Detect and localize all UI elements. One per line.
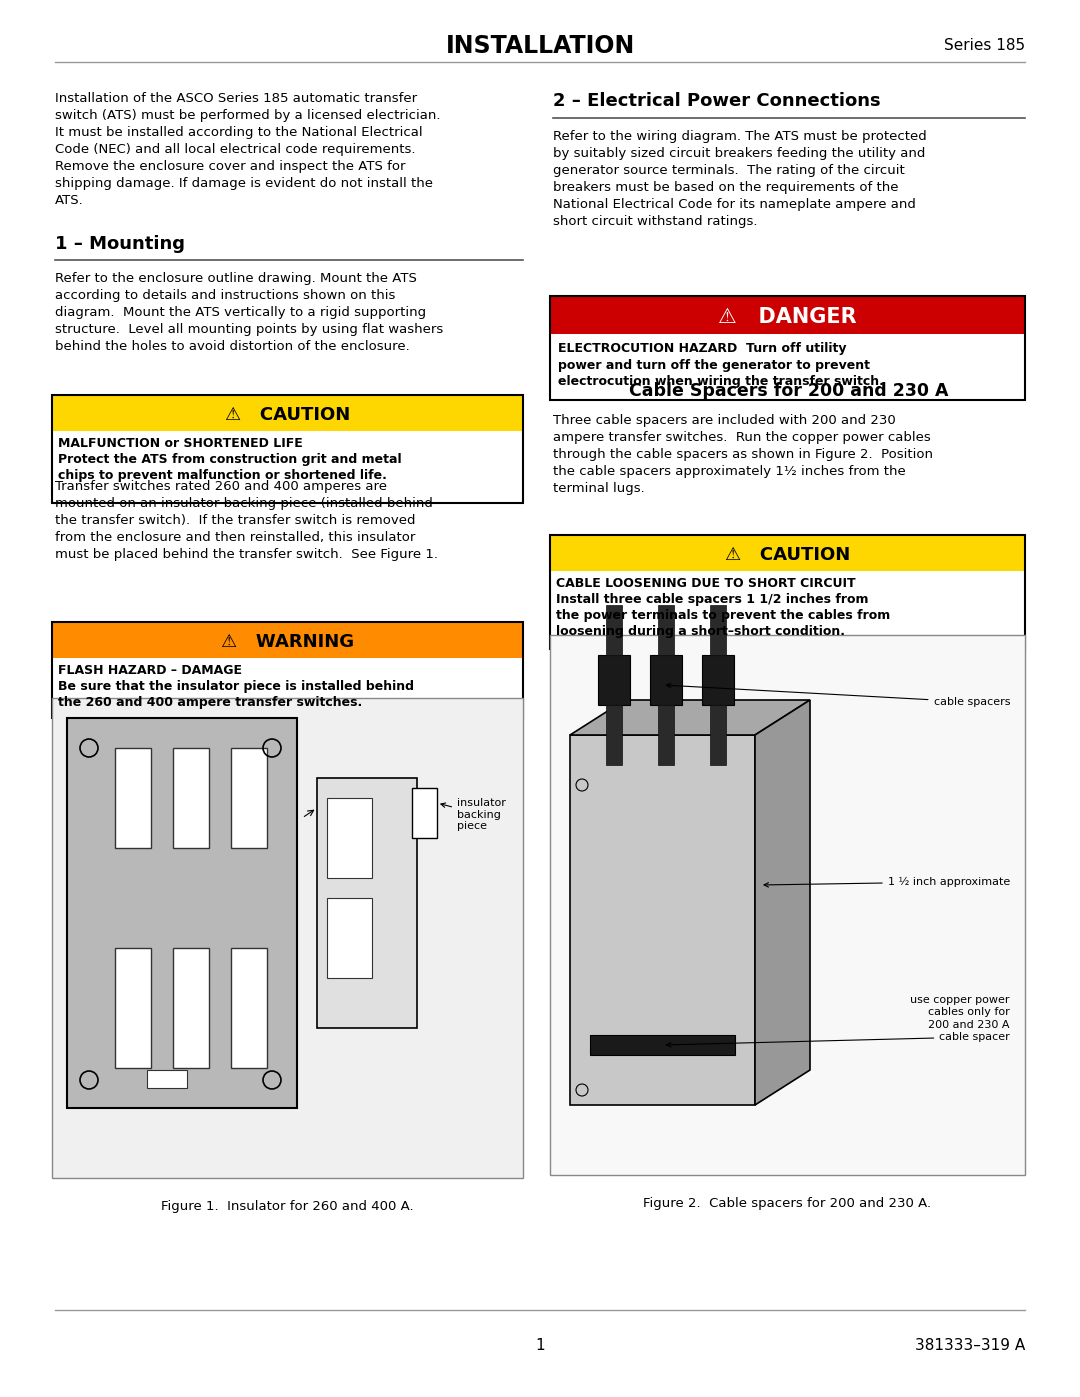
Text: Protect the ATS from construction grit and metal
chips to prevent malfunction or: Protect the ATS from construction grit a… [58,453,402,482]
Bar [327,798,372,877]
Text: 2 – Electrical Power Connections: 2 – Electrical Power Connections [553,92,880,110]
Text: Transfer switches rated 260 and 400 amperes are
mounted on an insulator backing : Transfer switches rated 260 and 400 ampe… [55,481,438,562]
Bar [52,698,523,1178]
Text: 1: 1 [536,1337,544,1352]
Text: insulator
backing
piece: insulator backing piece [441,798,505,831]
Text: ⚠   DANGER: ⚠ DANGER [718,307,856,327]
Text: Refer to the enclosure outline drawing. Mount the ATS
according to details and i: Refer to the enclosure outline drawing. … [55,272,443,353]
Text: Install three cable spacers 1 1/2 inches from
the power terminals to prevent the: Install three cable spacers 1 1/2 inches… [556,592,890,638]
Bar [550,296,1025,334]
Text: FLASH HAZARD – DAMAGE: FLASH HAZARD – DAMAGE [58,664,242,678]
Bar [67,718,297,1108]
Text: 381333–319 A: 381333–319 A [915,1337,1025,1352]
Text: use copper power
cables only for
200 and 230 A: use copper power cables only for 200 and… [910,995,1010,1030]
Bar [550,334,1025,400]
Polygon shape [755,700,810,1105]
Bar [173,949,210,1067]
Bar [114,949,151,1067]
Bar [570,735,755,1105]
Text: Series 185: Series 185 [944,39,1025,53]
Bar [52,658,523,718]
Text: ELECTROCUTION HAZARD  Turn off utility
power and turn off the generator to preve: ELECTROCUTION HAZARD Turn off utility po… [558,342,883,388]
Bar [550,535,1025,650]
Bar [147,1070,187,1088]
Text: Cable Spacers for 200 and 230 A: Cable Spacers for 200 and 230 A [630,381,948,400]
Polygon shape [570,700,810,735]
Text: cable spacer: cable spacer [666,1032,1010,1046]
Bar [702,655,734,705]
Text: ⚠   CAUTION: ⚠ CAUTION [725,546,850,564]
Text: INSTALLATION: INSTALLATION [445,34,635,59]
Text: cable spacers: cable spacers [666,683,1010,707]
Text: Be sure that the insulator piece is installed behind
the 260 and 400 ampere tran: Be sure that the insulator piece is inst… [58,680,414,710]
Bar [658,605,674,655]
Text: 1 ½ inch approximate: 1 ½ inch approximate [764,877,1010,887]
Bar [550,636,1025,1175]
Bar [590,1035,735,1055]
Bar [550,296,1025,400]
Bar [52,395,523,432]
Bar [231,747,267,848]
Bar [650,655,681,705]
Bar [52,395,523,503]
Text: Three cable spacers are included with 200 and 230
ampere transfer switches.  Run: Three cable spacers are included with 20… [553,414,933,495]
Bar [327,898,372,978]
Bar [550,571,1025,650]
Text: MALFUNCTION or SHORTENED LIFE: MALFUNCTION or SHORTENED LIFE [58,437,302,450]
Text: 1 – Mounting: 1 – Mounting [55,235,185,253]
Bar [318,778,417,1028]
Bar [710,605,726,655]
Text: Figure 2.  Cable spacers for 200 and 230 A.: Figure 2. Cable spacers for 200 and 230 … [644,1197,932,1210]
Text: Installation of the ASCO Series 185 automatic transfer
switch (ATS) must be perf: Installation of the ASCO Series 185 auto… [55,92,441,207]
Bar [550,535,1025,571]
Bar [658,705,674,766]
Text: Refer to the wiring diagram. The ATS must be protected
by suitably sized circuit: Refer to the wiring diagram. The ATS mus… [553,130,927,228]
Bar [411,788,437,838]
Bar [52,622,523,718]
Bar [710,705,726,766]
Bar [606,705,622,766]
Text: Figure 1.  Insulator for 260 and 400 A.: Figure 1. Insulator for 260 and 400 A. [161,1200,414,1213]
Text: ⚠   CAUTION: ⚠ CAUTION [225,407,350,425]
Bar [598,655,630,705]
Bar [173,747,210,848]
Text: ⚠   WARNING: ⚠ WARNING [221,633,354,651]
Bar [114,747,151,848]
Bar [606,605,622,655]
Text: CABLE LOOSENING DUE TO SHORT CIRCUIT: CABLE LOOSENING DUE TO SHORT CIRCUIT [556,577,855,590]
Bar [52,622,523,658]
Bar [231,949,267,1067]
Bar [52,432,523,503]
